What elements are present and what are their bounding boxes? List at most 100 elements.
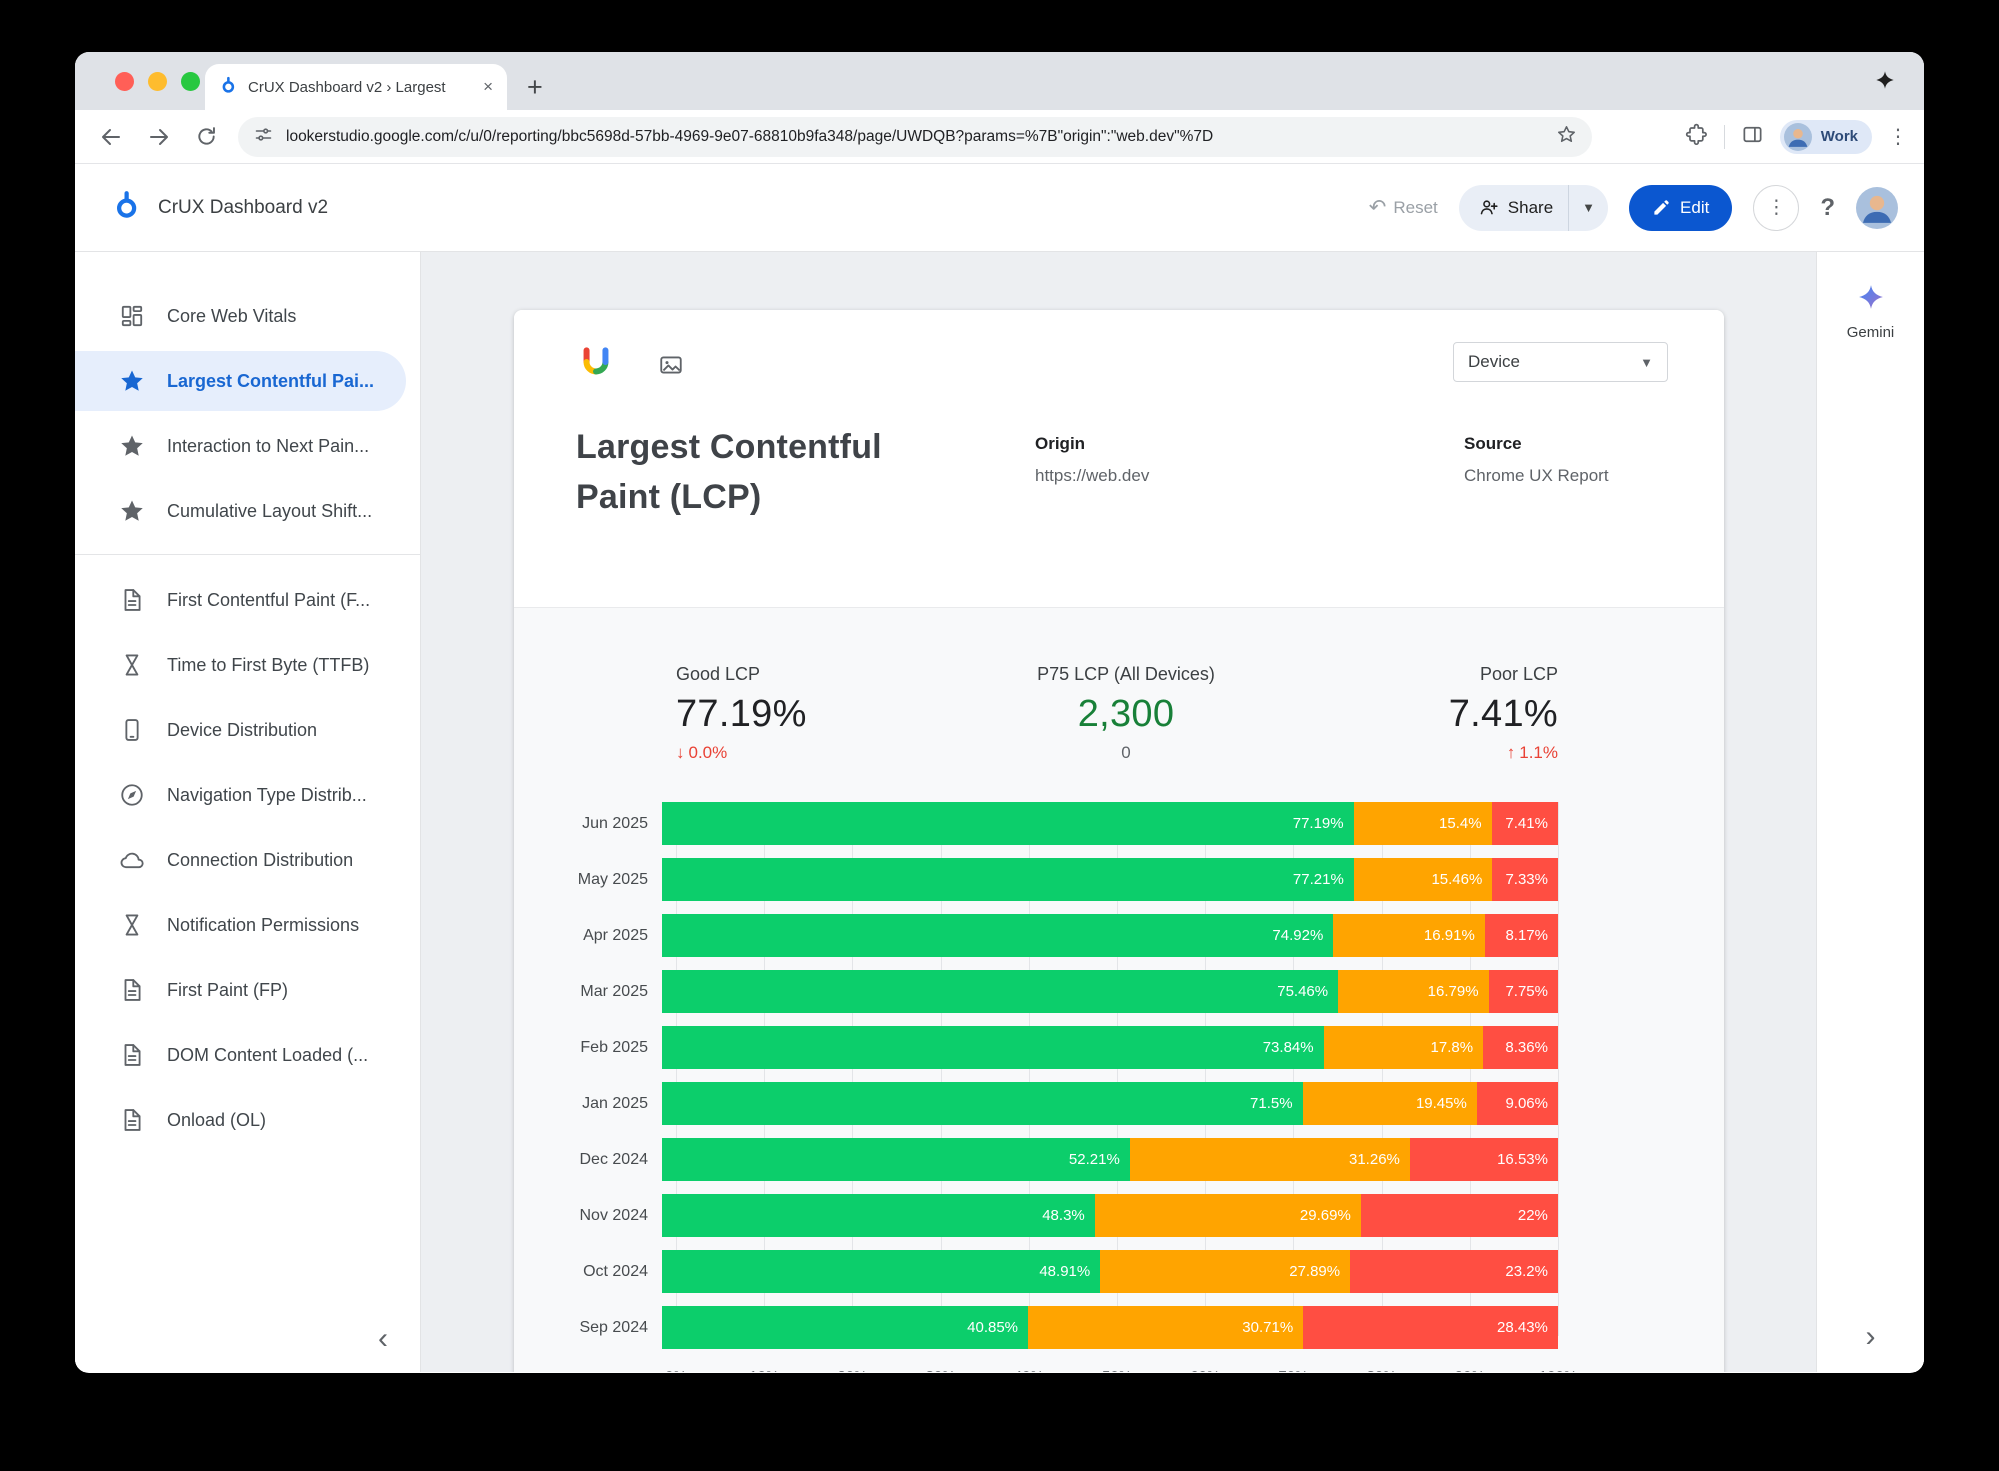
axis-tick-label: 0%	[665, 1368, 687, 1372]
sidebar-item-navigation-type-distribution[interactable]: Navigation Type Distrib...	[75, 765, 420, 825]
bar-segment-needs-improvement[interactable]: 15.4%	[1353, 802, 1492, 845]
back-icon[interactable]	[99, 125, 123, 149]
bar-segment-good[interactable]: 73.84%	[662, 1026, 1324, 1069]
bar-segment-poor[interactable]: 7.75%	[1488, 970, 1558, 1013]
sidebar-item-interaction-to-next-paint[interactable]: Interaction to Next Pain...	[75, 416, 420, 476]
chart-bar-track[interactable]: 52.21% 31.26% 16.53%	[662, 1138, 1558, 1181]
share-button[interactable]: Share	[1459, 185, 1568, 231]
bar-segment-poor[interactable]: 7.41%	[1491, 802, 1558, 845]
bar-segment-poor[interactable]: 22%	[1360, 1194, 1558, 1237]
sidebar-item-label: First Paint (FP)	[167, 979, 289, 1000]
bar-segment-poor[interactable]: 8.17%	[1484, 914, 1558, 957]
bar-segment-good[interactable]: 77.21%	[662, 858, 1354, 901]
more-options-button[interactable]: ⋮	[1753, 184, 1800, 231]
extensions-puzzle-icon[interactable]	[1685, 123, 1708, 151]
bar-value-label: 29.69%	[1299, 1207, 1351, 1224]
app-header: CrUX Dashboard v2 ↶ Reset Share ▼	[75, 164, 1924, 252]
address-bar[interactable]: lookerstudio.google.com/c/u/0/reporting/…	[238, 116, 1592, 157]
content-area: Core Web Vitals Largest Contentful Pai...…	[75, 252, 1924, 1372]
bar-segment-poor[interactable]: 8.36%	[1483, 1026, 1558, 1069]
report-name[interactable]: CrUX Dashboard v2	[158, 196, 329, 218]
bar-segment-good[interactable]: 52.21%	[662, 1138, 1130, 1181]
bar-segment-good[interactable]: 48.91%	[662, 1250, 1101, 1293]
bar-segment-good[interactable]: 75.46%	[662, 970, 1339, 1013]
reload-icon[interactable]	[195, 125, 218, 148]
fullscreen-window-button[interactable]	[181, 72, 200, 91]
bar-value-label: 74.92%	[1272, 927, 1324, 944]
sidebar-item-label: First Contentful Paint (F...	[167, 589, 371, 610]
chart-bar-track[interactable]: 77.21% 15.46% 7.33%	[662, 858, 1558, 901]
new-tab-button[interactable]: +	[527, 72, 543, 102]
rail-expand-chevron[interactable]: ›	[1865, 1320, 1876, 1353]
bar-segment-needs-improvement[interactable]: 16.79%	[1338, 970, 1489, 1013]
sidebar-item-notification-permissions[interactable]: Notification Permissions	[75, 895, 420, 955]
gemini-entry[interactable]: Gemini	[1817, 282, 1924, 341]
url-text[interactable]: lookerstudio.google.com/c/u/0/reporting/…	[286, 127, 1214, 145]
chart-bar-track[interactable]: 48.91% 27.89% 23.2%	[662, 1250, 1558, 1293]
sidebar-item-first-contentful-paint[interactable]: First Contentful Paint (F...	[75, 570, 420, 630]
bookmark-star-icon[interactable]	[1556, 124, 1577, 150]
sidebar-item-label: Onload (OL)	[167, 1109, 267, 1130]
chart-bar-track[interactable]: 74.92% 16.91% 8.17%	[662, 914, 1558, 957]
reset-button[interactable]: ↶ Reset	[1369, 195, 1438, 220]
bar-segment-poor[interactable]: 7.33%	[1492, 858, 1558, 901]
profile-chip[interactable]: Work	[1779, 119, 1872, 154]
edit-label: Edit	[1680, 197, 1710, 217]
sidebar-item-core-web-vitals[interactable]: Core Web Vitals	[75, 286, 420, 346]
chart-bar-track[interactable]: 77.19% 15.4% 7.41%	[662, 802, 1558, 845]
browser-menu-icon[interactable]: ⋮	[1888, 126, 1908, 148]
chart-bar-track[interactable]: 40.85% 30.71% 28.43%	[662, 1306, 1558, 1349]
forward-icon[interactable]	[147, 125, 171, 149]
chart-bar-track[interactable]: 75.46% 16.79% 7.75%	[662, 970, 1558, 1013]
sidebar-nav: Core Web Vitals Largest Contentful Pai...…	[75, 286, 420, 1150]
bar-segment-needs-improvement[interactable]: 29.69%	[1094, 1194, 1361, 1237]
chart-category-label: Nov 2024	[579, 1207, 649, 1224]
sidebar-item-device-distribution[interactable]: Device Distribution	[75, 700, 420, 760]
side-panel-icon[interactable]	[1741, 123, 1764, 151]
tab-close-icon[interactable]: ×	[483, 77, 493, 96]
sidebar-collapse-chevron[interactable]: ‹	[378, 1322, 388, 1355]
bar-segment-needs-improvement[interactable]: 15.46%	[1353, 858, 1493, 901]
help-icon[interactable]: ?	[1820, 193, 1835, 221]
sidebar-item-time-to-first-byte[interactable]: Time to First Byte (TTFB)	[75, 635, 420, 695]
close-window-button[interactable]	[115, 72, 134, 91]
sparkle-icon[interactable]	[1874, 69, 1896, 96]
bar-value-label: 40.85%	[967, 1319, 1019, 1336]
sidebar-item-dom-content-loaded[interactable]: DOM Content Loaded (...	[75, 1025, 420, 1085]
account-avatar[interactable]	[1856, 186, 1898, 229]
bar-segment-good[interactable]: 77.19%	[662, 802, 1354, 845]
bar-segment-good[interactable]: 71.5%	[662, 1082, 1303, 1125]
chart-category-label: Jan 2025	[582, 1095, 648, 1112]
sidebar-item-connection-distribution[interactable]: Connection Distribution	[75, 830, 420, 890]
bar-segment-good[interactable]: 48.3%	[662, 1194, 1095, 1237]
bar-segment-good[interactable]: 74.92%	[662, 914, 1334, 957]
p75-lcp-delta: 0	[1121, 743, 1131, 762]
chart-bar-track[interactable]: 48.3% 29.69% 22%	[662, 1194, 1558, 1237]
device-filter-dropdown[interactable]: Device ▼	[1453, 342, 1668, 382]
sidebar-item-onload[interactable]: Onload (OL)	[75, 1090, 420, 1150]
sidebar-item-largest-contentful-paint[interactable]: Largest Contentful Pai...	[75, 351, 406, 411]
share-dropdown-caret[interactable]: ▼	[1582, 200, 1596, 215]
browser-tab[interactable]: CrUX Dashboard v2 › Largest ×	[205, 64, 507, 110]
bar-segment-poor[interactable]: 23.2%	[1350, 1250, 1558, 1293]
site-settings-icon[interactable]	[253, 124, 274, 150]
bar-segment-needs-improvement[interactable]: 30.71%	[1028, 1306, 1304, 1349]
minimize-window-button[interactable]	[148, 72, 167, 91]
bar-segment-needs-improvement[interactable]: 31.26%	[1129, 1138, 1410, 1181]
sidebar-item-cumulative-layout-shift[interactable]: Cumulative Layout Shift...	[75, 481, 420, 541]
source-block: Source Chrome UX Report	[1464, 434, 1609, 486]
edit-button[interactable]: Edit	[1629, 184, 1733, 231]
chart-bar-track[interactable]: 71.5% 19.45% 9.06%	[662, 1082, 1558, 1125]
bar-segment-needs-improvement[interactable]: 16.91%	[1333, 914, 1485, 957]
bar-segment-needs-improvement[interactable]: 27.89%	[1100, 1250, 1351, 1293]
bar-segment-poor[interactable]: 9.06%	[1476, 1082, 1558, 1125]
bar-segment-needs-improvement[interactable]: 17.8%	[1323, 1026, 1484, 1069]
toolbar-right-cluster: Work ⋮	[1685, 119, 1924, 154]
bar-segment-poor[interactable]: 28.43%	[1303, 1306, 1558, 1349]
sidebar-item-first-paint[interactable]: First Paint (FP)	[75, 960, 420, 1020]
bar-segment-needs-improvement[interactable]: 19.45%	[1302, 1082, 1477, 1125]
bar-segment-good[interactable]: 40.85%	[662, 1306, 1029, 1349]
chart-bar-track[interactable]: 73.84% 17.8% 8.36%	[662, 1026, 1558, 1069]
bar-segment-poor[interactable]: 16.53%	[1409, 1138, 1558, 1181]
